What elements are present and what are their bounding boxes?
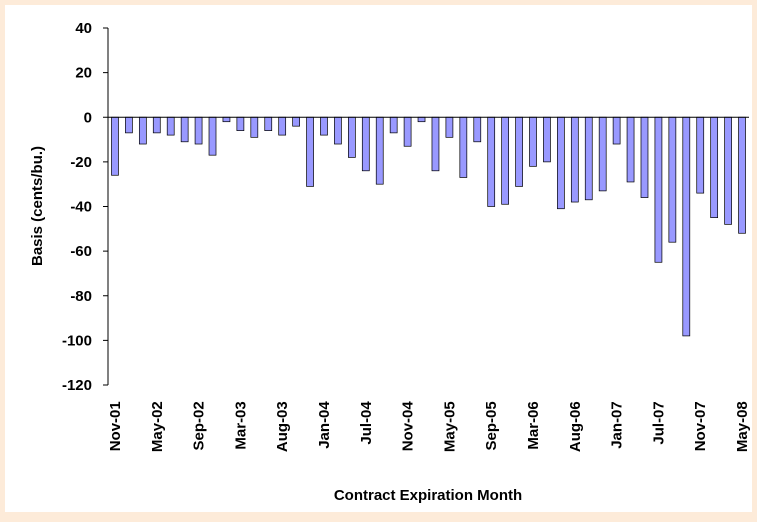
x-tick-label: Jul-07 bbox=[650, 401, 667, 444]
bar bbox=[292, 116, 300, 127]
bar bbox=[640, 116, 649, 198]
bar bbox=[738, 116, 746, 234]
bar bbox=[278, 116, 287, 136]
y-tick-label: -60 bbox=[70, 243, 92, 260]
bar bbox=[166, 116, 175, 136]
x-tick-label: May-05 bbox=[441, 401, 458, 452]
bar bbox=[459, 116, 468, 178]
bar bbox=[626, 116, 635, 183]
x-tick-label: May-08 bbox=[734, 401, 751, 452]
bar bbox=[598, 116, 607, 192]
x-tick-label: Jan-04 bbox=[316, 401, 333, 449]
x-tick-label: Aug-03 bbox=[274, 401, 291, 452]
x-tick-label: Sep-02 bbox=[191, 401, 208, 450]
bar bbox=[445, 116, 454, 138]
bar bbox=[403, 116, 412, 147]
bar bbox=[125, 116, 133, 134]
x-tick-label: Nov-07 bbox=[692, 401, 709, 451]
bar bbox=[529, 116, 537, 167]
y-tick-label: 40 bbox=[75, 20, 92, 37]
bar bbox=[138, 116, 147, 145]
bar bbox=[348, 116, 356, 158]
x-axis-title: Contract Expiration Month bbox=[334, 487, 522, 504]
bar bbox=[264, 116, 273, 131]
bar bbox=[389, 116, 398, 134]
bar bbox=[515, 116, 523, 187]
bar bbox=[487, 116, 496, 207]
bar bbox=[501, 116, 509, 205]
bar bbox=[584, 116, 593, 201]
bar bbox=[194, 116, 203, 145]
y-tick-label: -40 bbox=[70, 199, 92, 216]
bar bbox=[320, 116, 328, 136]
y-tick-label: -80 bbox=[70, 288, 92, 305]
bar bbox=[543, 116, 551, 163]
y-tick-label: 0 bbox=[84, 109, 92, 126]
x-tick-label: Aug-06 bbox=[567, 401, 584, 452]
bar bbox=[306, 116, 314, 187]
bar bbox=[473, 116, 482, 143]
chart-area bbox=[5, 5, 752, 512]
bar bbox=[696, 116, 705, 194]
bar bbox=[222, 116, 231, 123]
bar bbox=[557, 116, 565, 210]
x-tick-label: Mar-06 bbox=[525, 401, 542, 449]
bar bbox=[570, 116, 579, 203]
bar bbox=[654, 116, 663, 263]
bar bbox=[612, 116, 621, 145]
x-tick-label: Jan-07 bbox=[609, 401, 626, 449]
x-tick-label: Mar-03 bbox=[232, 401, 249, 449]
x-tick-label: Sep-05 bbox=[483, 401, 500, 450]
bar bbox=[250, 116, 259, 138]
bar bbox=[417, 116, 426, 123]
bar bbox=[375, 116, 384, 185]
x-tick-label: May-02 bbox=[149, 401, 166, 452]
y-tick-label: -120 bbox=[62, 377, 92, 394]
y-tick-label: -20 bbox=[70, 154, 92, 171]
bar bbox=[361, 116, 370, 172]
bar bbox=[710, 116, 719, 219]
bar bbox=[724, 116, 732, 225]
y-axis-title: Basis (cents/bu.) bbox=[29, 146, 46, 266]
bar bbox=[152, 116, 161, 134]
bar bbox=[431, 116, 440, 172]
x-tick-label: Nov-01 bbox=[107, 401, 124, 451]
bar bbox=[111, 116, 119, 176]
x-tick-label: Nov-04 bbox=[400, 401, 417, 452]
y-tick-label: -100 bbox=[62, 332, 92, 349]
bar bbox=[682, 116, 691, 337]
y-tick-label: 20 bbox=[75, 65, 92, 82]
bar bbox=[236, 116, 245, 131]
x-tick-label: Jul-04 bbox=[358, 401, 375, 445]
bar bbox=[668, 116, 677, 243]
bar bbox=[334, 116, 342, 145]
bar bbox=[180, 116, 189, 143]
bar bbox=[208, 116, 217, 156]
